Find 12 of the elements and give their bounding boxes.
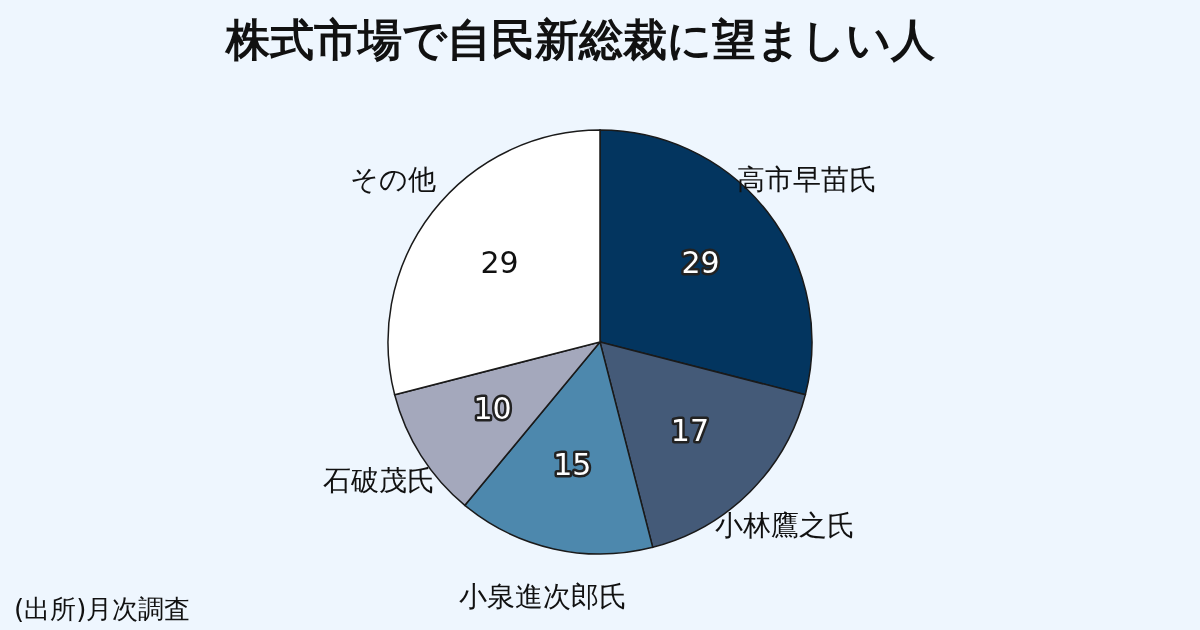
data-label: 29 bbox=[480, 245, 519, 281]
data-label: 15 bbox=[553, 447, 592, 483]
slice-label: 小泉進次郎氏 bbox=[458, 579, 627, 613]
data-label: 29 bbox=[681, 245, 720, 281]
slice-label: 高市早苗氏 bbox=[737, 163, 878, 197]
chart-title: 株式市場で自民新総裁に望ましい人 bbox=[223, 14, 935, 65]
slice-label: その他 bbox=[349, 163, 436, 197]
slice-label: 小林鷹之氏 bbox=[715, 509, 856, 543]
data-label: 10 bbox=[473, 391, 512, 427]
data-label: 17 bbox=[670, 412, 710, 448]
text: (出所)月次調査 bbox=[14, 594, 191, 624]
slice-label: 石破茂氏 bbox=[322, 464, 435, 498]
